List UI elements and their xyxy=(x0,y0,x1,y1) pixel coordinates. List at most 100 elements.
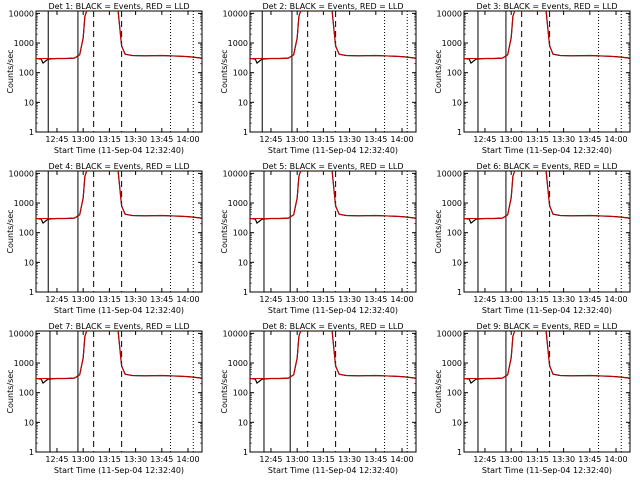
x-tick-label: 13:45 xyxy=(578,295,601,304)
x-tick-label: 13:00 xyxy=(72,295,95,304)
x-tick-label: 12:45 xyxy=(473,295,496,304)
x-tick-label: 13:15 xyxy=(98,455,121,464)
x-tick-label: 13:45 xyxy=(578,455,601,464)
x-tick-label: 13:30 xyxy=(338,135,361,144)
y-axis-label: Counts/sec xyxy=(220,209,229,253)
y-tick-label: 10 xyxy=(238,418,248,427)
detector-panel-9: Det 9: BLACK = Events, RED = LLD Start Ti… xyxy=(434,322,631,475)
y-tick-label: 10000 xyxy=(437,9,462,18)
panel-title: Det 1: BLACK = Events, RED = LLD xyxy=(49,2,190,11)
y-axis-label: Counts/sec xyxy=(434,49,443,93)
x-tick-label: 13:00 xyxy=(72,135,95,144)
plot-frame xyxy=(35,170,203,293)
x-tick-label: 14:00 xyxy=(176,135,199,144)
y-tick-label: 1 xyxy=(29,448,34,457)
y-tick-label: 10 xyxy=(452,98,462,107)
plot-frame xyxy=(463,170,631,293)
x-tick-label: 13:15 xyxy=(312,295,335,304)
y-tick-label: 1000 xyxy=(14,39,34,48)
y-tick-label: 1000 xyxy=(442,199,462,208)
x-tick-label: 13:00 xyxy=(286,135,309,144)
x-tick-label: 12:45 xyxy=(45,455,68,464)
y-tick-label: 1 xyxy=(243,288,248,297)
x-tick-label: 13:15 xyxy=(312,135,335,144)
x-tick-label: 12:45 xyxy=(259,295,282,304)
x-tick-label: 12:45 xyxy=(45,135,68,144)
y-tick-label: 100 xyxy=(233,389,248,398)
y-tick-label: 1 xyxy=(457,128,462,137)
detector-panel-1: Det 1: BLACK = Events, RED = LLD Start Ti… xyxy=(6,2,203,155)
plot-frame xyxy=(35,10,203,133)
x-tick-label: 13:30 xyxy=(552,295,575,304)
x-tick-label: 13:30 xyxy=(124,455,147,464)
y-tick-label: 100 xyxy=(447,389,462,398)
plot-frame xyxy=(249,170,417,293)
y-tick-label: 100 xyxy=(19,389,34,398)
plot-frame xyxy=(249,330,417,453)
x-axis-label: Start Time (11-Sep-04 12:32:40) xyxy=(482,306,612,315)
panel-title: Det 9: BLACK = Events, RED = LLD xyxy=(477,322,618,331)
panel-title: Det 2: BLACK = Events, RED = LLD xyxy=(263,2,404,11)
x-tick-label: 13:30 xyxy=(124,135,147,144)
x-tick-label: 13:00 xyxy=(500,455,523,464)
y-tick-label: 1000 xyxy=(228,359,248,368)
lld-series-line xyxy=(250,331,416,379)
panel-title: Det 4: BLACK = Events, RED = LLD xyxy=(49,162,190,171)
y-tick-label: 10000 xyxy=(9,169,34,178)
panel-title: Det 7: BLACK = Events, RED = LLD xyxy=(49,322,190,331)
y-tick-label: 1 xyxy=(243,448,248,457)
x-tick-label: 14:00 xyxy=(176,455,199,464)
panel-title: Det 8: BLACK = Events, RED = LLD xyxy=(263,322,404,331)
lld-series-line xyxy=(250,11,416,59)
plot-frame xyxy=(249,10,417,133)
lld-series-line xyxy=(464,171,630,219)
x-tick-label: 13:15 xyxy=(98,295,121,304)
x-tick-label: 13:15 xyxy=(526,455,549,464)
x-axis-label: Start Time (11-Sep-04 12:32:40) xyxy=(54,466,184,475)
y-tick-label: 10 xyxy=(452,258,462,267)
y-tick-label: 10000 xyxy=(223,329,248,338)
y-tick-label: 1 xyxy=(29,128,34,137)
detector-panel-3: Det 3: BLACK = Events, RED = LLD Start Ti… xyxy=(434,2,631,155)
panel-title: Det 5: BLACK = Events, RED = LLD xyxy=(263,162,404,171)
y-tick-label: 10 xyxy=(452,418,462,427)
x-tick-label: 13:15 xyxy=(312,455,335,464)
panel-title: Det 6: BLACK = Events, RED = LLD xyxy=(477,162,618,171)
y-tick-label: 100 xyxy=(447,229,462,238)
x-tick-label: 14:00 xyxy=(176,295,199,304)
x-tick-label: 12:45 xyxy=(45,295,68,304)
lld-series-line xyxy=(464,11,630,59)
y-tick-label: 1000 xyxy=(14,199,34,208)
y-axis-label: Counts/sec xyxy=(434,369,443,413)
x-axis-label: Start Time (11-Sep-04 12:32:40) xyxy=(482,466,612,475)
y-tick-label: 10000 xyxy=(437,329,462,338)
x-tick-label: 13:45 xyxy=(364,295,387,304)
x-tick-label: 13:15 xyxy=(526,295,549,304)
x-tick-label: 12:45 xyxy=(473,135,496,144)
x-tick-label: 13:30 xyxy=(552,135,575,144)
x-tick-label: 13:15 xyxy=(526,135,549,144)
x-tick-label: 13:30 xyxy=(552,455,575,464)
x-tick-label: 14:00 xyxy=(390,295,413,304)
lld-series-line xyxy=(36,11,202,59)
y-tick-label: 100 xyxy=(233,69,248,78)
y-tick-label: 10000 xyxy=(437,169,462,178)
x-axis-label: Start Time (11-Sep-04 12:32:40) xyxy=(268,146,398,155)
x-tick-label: 14:00 xyxy=(604,455,627,464)
detector-panel-4: Det 4: BLACK = Events, RED = LLD Start Ti… xyxy=(6,162,203,315)
y-tick-label: 1000 xyxy=(228,199,248,208)
y-axis-label: Counts/sec xyxy=(6,49,15,93)
x-tick-label: 13:00 xyxy=(72,455,95,464)
y-axis-label: Counts/sec xyxy=(220,49,229,93)
x-tick-label: 13:30 xyxy=(338,455,361,464)
y-tick-label: 10000 xyxy=(223,9,248,18)
detector-panel-5: Det 5: BLACK = Events, RED = LLD Start Ti… xyxy=(220,162,417,315)
x-tick-label: 13:45 xyxy=(150,455,173,464)
x-tick-label: 13:30 xyxy=(124,295,147,304)
x-tick-label: 13:45 xyxy=(364,455,387,464)
y-tick-label: 10 xyxy=(24,98,34,107)
x-tick-label: 13:45 xyxy=(150,135,173,144)
y-tick-label: 1 xyxy=(457,288,462,297)
